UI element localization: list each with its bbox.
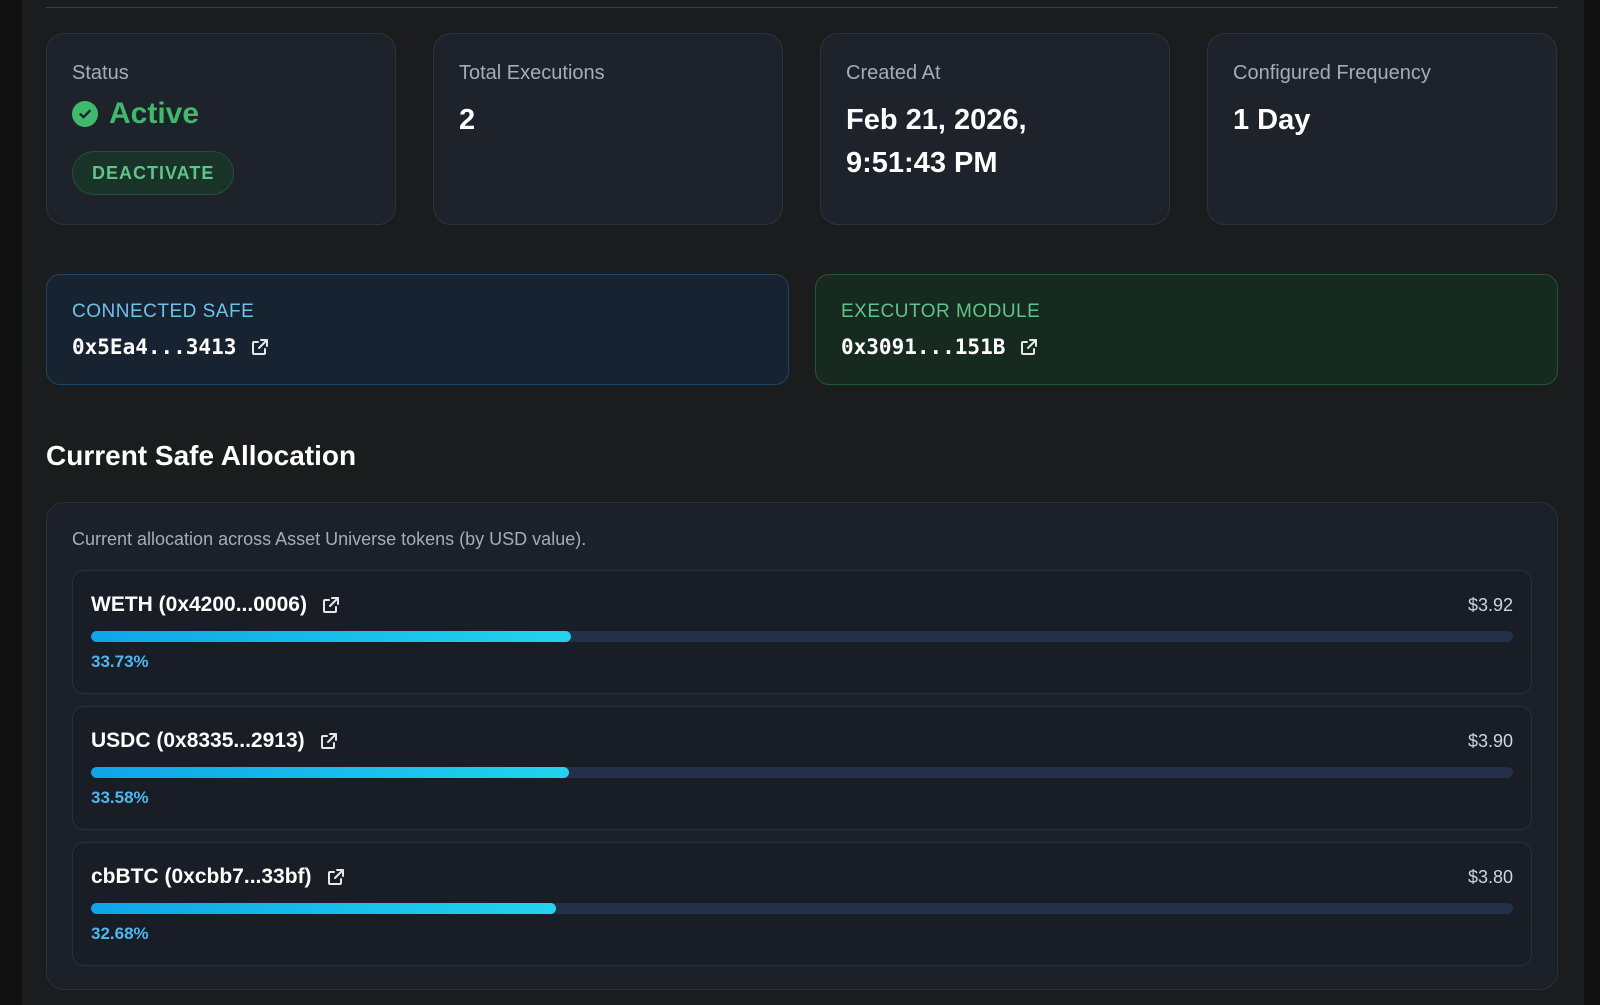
token-head: cbBTC (0xcbb7...33bf) $3.80 <box>91 865 1513 889</box>
executor-module-label: EXECUTOR MODULE <box>841 301 1041 322</box>
external-link-icon[interactable] <box>321 595 341 615</box>
executor-module-row: 0x3091...151B <box>841 335 1532 359</box>
page: Status Active DEACTIVATE Total Execution… <box>22 0 1584 1005</box>
external-link-icon[interactable] <box>319 731 339 751</box>
token-card-weth: WETH (0x4200...0006) $3.92 33.73% <box>72 570 1532 694</box>
token-name: WETH (0x4200...0006) <box>91 593 307 616</box>
created-at-time: 9:51:43 PM <box>846 147 998 179</box>
status-label: Status <box>72 62 129 84</box>
token-usd-value: $3.92 <box>1467 594 1513 615</box>
configured-frequency-card: Configured Frequency 1 Day <box>1207 33 1557 225</box>
token-name-wrap: cbBTC (0xcbb7...33bf) <box>91 865 346 889</box>
allocation-bar-track <box>91 903 1513 914</box>
stats-row: Status Active DEACTIVATE Total Execution… <box>46 33 1558 225</box>
total-executions-value: 2 <box>459 104 476 136</box>
status-card: Status Active DEACTIVATE <box>46 33 396 225</box>
token-name-wrap: USDC (0x8335...2913) <box>91 729 339 753</box>
connected-safe-label: CONNECTED SAFE <box>72 301 255 322</box>
token-card-usdc: USDC (0x8335...2913) $3.90 33.58% <box>72 706 1532 830</box>
allocation-bar-track <box>91 631 1513 642</box>
created-at-label: Created At <box>846 62 941 84</box>
created-at-card: Created At Feb 21, 2026, 9:51:43 PM <box>820 33 1170 225</box>
token-name: USDC (0x8335...2913) <box>91 729 305 752</box>
executor-module-card: EXECUTOR MODULE 0x3091...151B <box>815 274 1558 385</box>
token-head: WETH (0x4200...0006) $3.92 <box>91 593 1513 617</box>
token-usd-value: $3.80 <box>1467 866 1513 887</box>
token-name: cbBTC (0xcbb7...33bf) <box>91 865 312 888</box>
allocation-description: Current allocation across Asset Universe… <box>72 529 587 549</box>
created-at-value: Feb 21, 2026, 9:51:43 PM <box>846 99 1144 185</box>
configured-frequency-value: 1 Day <box>1233 104 1311 136</box>
allocation-bar-track <box>91 767 1513 778</box>
external-link-icon[interactable] <box>250 337 270 357</box>
allocation-bar-fill <box>91 631 571 642</box>
configured-frequency-label: Configured Frequency <box>1233 62 1431 84</box>
allocation-panel: Current allocation across Asset Universe… <box>46 502 1558 990</box>
token-card-cbbtc: cbBTC (0xcbb7...33bf) $3.80 32.68% <box>72 842 1532 966</box>
connected-safe-address: 0x5Ea4...3413 <box>72 335 237 359</box>
executor-module-address: 0x3091...151B <box>841 335 1006 359</box>
deactivate-button[interactable]: DEACTIVATE <box>72 151 235 195</box>
token-list: WETH (0x4200...0006) $3.92 33.73% USDC (… <box>72 570 1532 966</box>
created-at-date: Feb 21, 2026, <box>846 104 1027 136</box>
connected-safe-card: CONNECTED SAFE 0x5Ea4...3413 <box>46 274 789 385</box>
token-percent: 33.58% <box>91 788 149 807</box>
token-head: USDC (0x8335...2913) $3.90 <box>91 729 1513 753</box>
address-row: CONNECTED SAFE 0x5Ea4...3413 EXECUTOR MO… <box>46 274 1558 385</box>
token-percent: 32.68% <box>91 924 149 943</box>
allocation-bar-fill <box>91 767 569 778</box>
status-row: Active <box>72 97 370 131</box>
token-percent: 33.73% <box>91 652 149 671</box>
token-usd-value: $3.90 <box>1467 730 1513 751</box>
top-divider <box>46 7 1558 8</box>
total-executions-label: Total Executions <box>459 62 605 84</box>
token-name-wrap: WETH (0x4200...0006) <box>91 593 341 617</box>
status-value: Active <box>109 97 200 130</box>
external-link-icon[interactable] <box>326 867 346 887</box>
total-executions-card: Total Executions 2 <box>433 33 783 225</box>
external-link-icon[interactable] <box>1019 337 1039 357</box>
connected-safe-row: 0x5Ea4...3413 <box>72 335 763 359</box>
section-title: Current Safe Allocation <box>46 440 357 471</box>
check-circle-icon <box>72 101 98 127</box>
allocation-bar-fill <box>91 903 556 914</box>
